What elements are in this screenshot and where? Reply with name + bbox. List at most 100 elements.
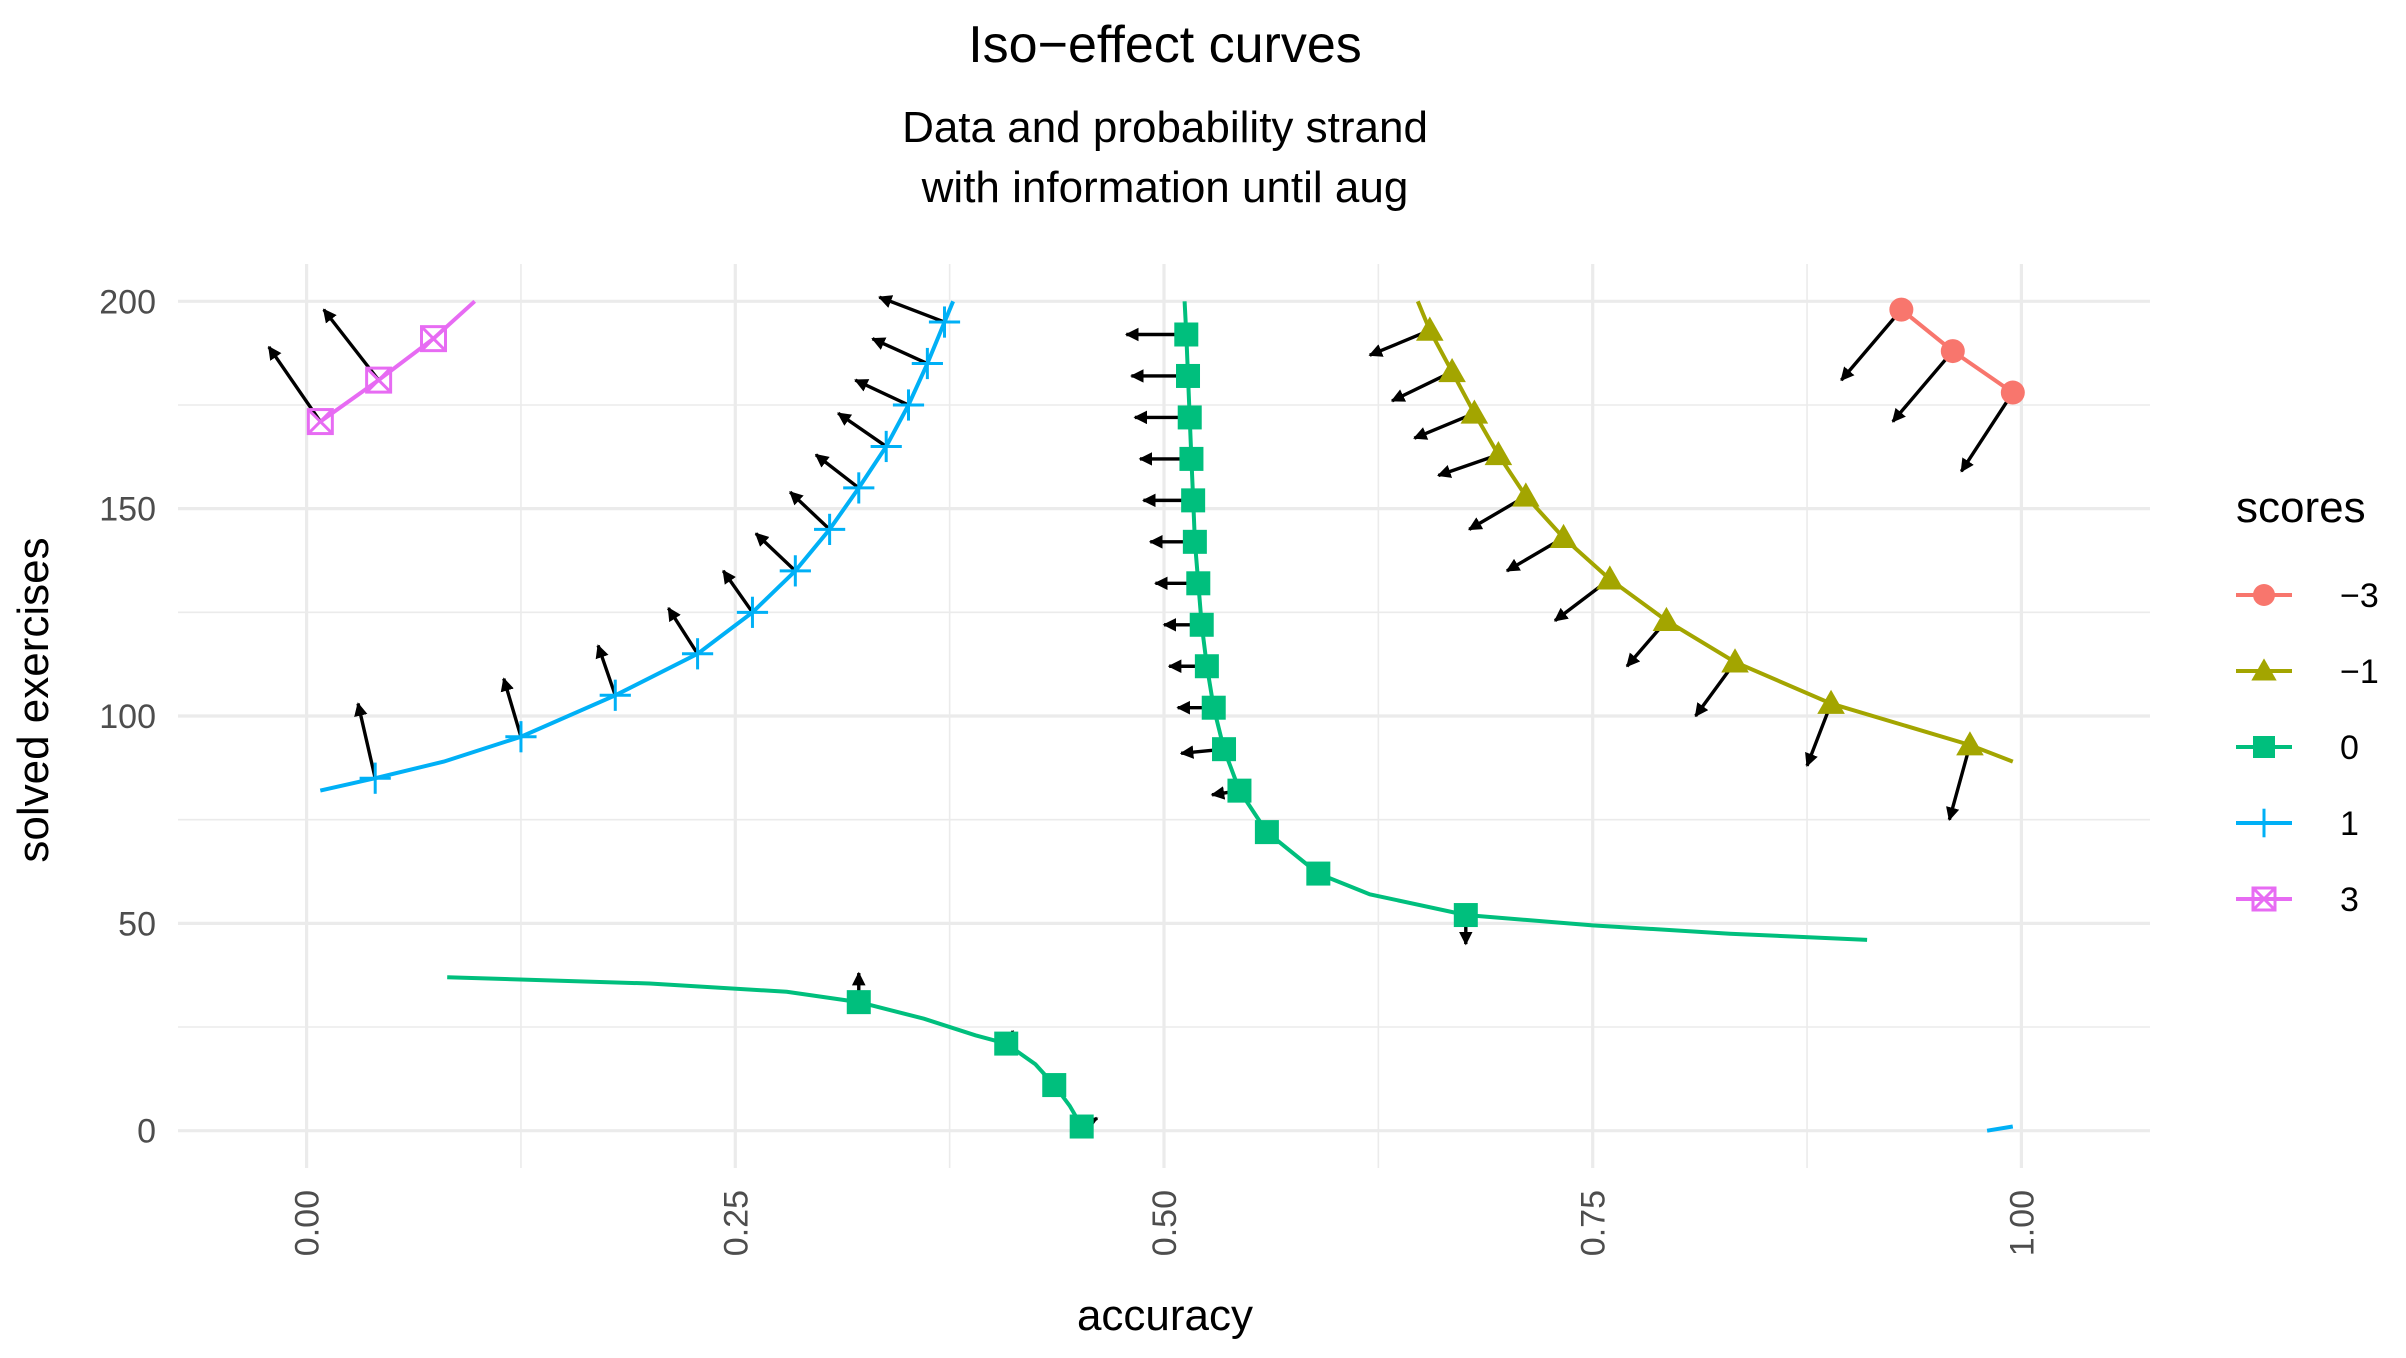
arrow-series-3 (789, 490, 831, 531)
legend-key-2 (2253, 736, 2275, 758)
legend-key-4-box (2251, 886, 2277, 912)
point-series-2 (1182, 529, 1207, 554)
point-series-3 (928, 306, 961, 338)
curve-series-3 (1986, 1124, 2014, 1133)
arrow-series-3 (500, 677, 523, 738)
chart-subtitle-line-1: Data and probability strand (902, 103, 1428, 152)
point-series-3 (843, 472, 875, 504)
arrow-series-1 (1946, 744, 1972, 821)
point-series-3 (892, 389, 925, 421)
point-series-4 (420, 325, 448, 353)
x-tick-label: 0.75 (1575, 1190, 1613, 1256)
point-series-3 (870, 430, 902, 463)
x-axis-ticks: 0.00 0.25 0.50 0.75 1.00 (289, 1190, 2042, 1256)
arrow-series-0 (1959, 391, 2015, 473)
legend-label-2: 0 (2340, 729, 2359, 767)
effect-arrows (267, 295, 2015, 1131)
arrow-series-3 (871, 337, 929, 366)
point-series-1 (1956, 731, 1984, 756)
point-series-1 (1438, 358, 1466, 383)
arrow-series-0 (1840, 308, 1903, 382)
point-series-3 (505, 721, 537, 753)
x-tick-label: 0.25 (717, 1190, 755, 1256)
curve-series-2 (1182, 301, 1868, 942)
chart-title: Iso−effect curves (968, 16, 1362, 74)
chart-subtitle-line-2: with information until aug (921, 163, 1409, 212)
point-series-2 (1186, 571, 1211, 596)
x-axis-title: accuracy (1077, 1291, 1253, 1340)
point-series-2 (1201, 695, 1226, 720)
legend-key-0 (2253, 584, 2275, 606)
legend-label-1: −1 (2340, 653, 2379, 691)
y-axis-title: solved exercises (9, 537, 58, 862)
point-series-2 (1176, 363, 1201, 388)
point-series-2 (1179, 446, 1204, 471)
point-series-4 (306, 408, 334, 436)
point-series-2 (1212, 737, 1237, 762)
y-tick-label: 200 (99, 283, 156, 321)
point-series-1 (1721, 648, 1749, 673)
point-series-2 (994, 1031, 1019, 1056)
point-series-0 (2000, 380, 2025, 405)
legend-key-3 (2249, 808, 2279, 838)
point-series-1 (1652, 606, 1681, 631)
legend-key-4 (2251, 886, 2277, 912)
point-series-3 (779, 555, 811, 587)
legend-key-4-diag-2 (2251, 886, 2277, 912)
point-series-2 (1042, 1073, 1067, 1098)
legend: scores −3 −1 0 1 3 (2236, 483, 2379, 919)
point-series-2 (1189, 612, 1214, 637)
point-series-4-box (420, 325, 448, 353)
legend-label-3: 1 (2340, 805, 2359, 843)
arrow-series-3 (354, 702, 377, 779)
point-series-2 (1177, 405, 1202, 430)
point-series-1 (1460, 399, 1489, 424)
point-series-1 (1596, 565, 1624, 590)
grid (178, 264, 2150, 1168)
point-series-2 (1194, 654, 1219, 679)
point-series-2 (846, 990, 871, 1015)
point-series-2 (1306, 861, 1331, 886)
point-series-4-diag-2 (307, 408, 334, 435)
x-tick-label: 0.50 (1146, 1190, 1184, 1256)
arrow-series-0 (1891, 349, 1955, 423)
point-series-1 (1512, 482, 1540, 507)
point-series-3 (814, 513, 846, 545)
y-tick-label: 0 (137, 1113, 156, 1151)
x-tick-label: 1.00 (2003, 1190, 2041, 1256)
arrow-series-3 (595, 644, 617, 696)
x-tick-label: 0.00 (289, 1190, 327, 1256)
point-series-3 (736, 596, 769, 628)
y-axis-ticks: 0 50 100 150 200 (99, 283, 156, 1150)
point-series-4-diag-2 (420, 325, 447, 352)
y-tick-label: 150 (99, 491, 156, 529)
y-tick-label: 100 (99, 698, 156, 736)
curve-series-4 (319, 299, 477, 424)
point-series-0 (1889, 297, 1914, 322)
arrow-series-1 (1437, 453, 1499, 478)
arrow-series-3 (837, 411, 888, 448)
point-series-4 (365, 366, 393, 394)
point-series-3 (911, 347, 943, 380)
curve-series-1 (1415, 300, 2014, 764)
point-series-2 (1069, 1114, 1094, 1139)
series-points (306, 297, 2025, 1139)
point-series-0 (1940, 339, 1965, 364)
point-series-2 (1181, 488, 1206, 513)
point-series-1 (1484, 440, 1513, 466)
point-series-2 (1227, 778, 1252, 803)
arrow-series-3 (814, 453, 860, 490)
point-series-1 (1817, 689, 1845, 714)
arrow-series-3 (878, 295, 946, 324)
arrow-series-3 (754, 532, 797, 573)
point-series-2 (1453, 903, 1478, 928)
arrow-series-3 (721, 569, 754, 614)
point-series-2 (1254, 820, 1279, 845)
legend-label-0: −3 (2340, 577, 2379, 615)
point-series-4-diag-2 (365, 367, 392, 394)
y-tick-label: 50 (118, 905, 156, 943)
point-series-4-box (365, 366, 393, 394)
point-series-3 (599, 679, 631, 711)
point-series-4-box (306, 408, 334, 436)
